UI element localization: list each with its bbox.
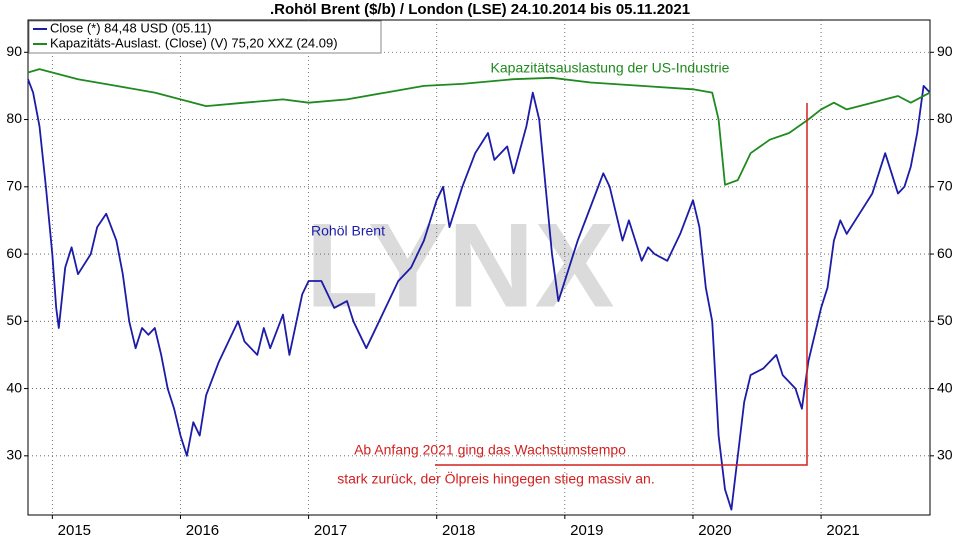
y2-tick-label: 40 bbox=[937, 379, 953, 395]
x-tick-label: 2016 bbox=[186, 522, 219, 539]
x-tick-label: 2021 bbox=[826, 522, 859, 539]
watermark: LYNX bbox=[305, 199, 614, 333]
annotation: Rohöl Brent bbox=[311, 223, 385, 239]
y2-tick-label: 60 bbox=[937, 245, 953, 261]
y-tick-label: 70 bbox=[6, 177, 22, 193]
annotation: Ab Anfang 2021 ging das Wachstumstempo bbox=[354, 442, 626, 458]
series-line bbox=[27, 78, 931, 511]
x-tick-label: 2015 bbox=[58, 522, 91, 539]
x-tick-label: 2017 bbox=[314, 522, 347, 539]
x-tick-label: 2019 bbox=[570, 522, 603, 539]
legend: Close (*) 84,48 USD (05.11) Kapazitäts-A… bbox=[28, 20, 382, 54]
annotation-arrow bbox=[435, 103, 808, 466]
legend-label: Kapazitäts-Auslast. (Close) (V) 75,20 XX… bbox=[50, 35, 338, 50]
x-tick-label: 2018 bbox=[442, 522, 475, 539]
legend-label: Close (*) 84,48 USD (05.11) bbox=[50, 20, 212, 35]
chart-title: .Rohöl Brent ($/b) / London (LSE) 24.10.… bbox=[270, 1, 690, 18]
y-tick-label: 30 bbox=[6, 447, 22, 463]
lines bbox=[27, 68, 931, 511]
y-tick-label: 90 bbox=[6, 43, 22, 59]
y2-tick-label: 90 bbox=[937, 43, 953, 59]
annotation: stark zurück, der Ölpreis hingegen stieg… bbox=[337, 470, 654, 487]
plot-frame bbox=[27, 19, 931, 516]
series-line bbox=[27, 68, 931, 186]
legend-box bbox=[28, 20, 382, 54]
y-tick-label: 80 bbox=[6, 110, 22, 126]
annotation: Kapazitätsauslastung der US-Industrie bbox=[491, 60, 730, 76]
y2-tick-label: 30 bbox=[937, 447, 953, 463]
y-tick-label: 40 bbox=[6, 379, 22, 395]
y2-tick-label: 80 bbox=[937, 110, 953, 126]
x-tick-label: 2020 bbox=[698, 522, 731, 539]
y-tick-label: 50 bbox=[6, 312, 22, 328]
y2-tick-label: 50 bbox=[937, 312, 953, 328]
y-tick-label: 60 bbox=[6, 245, 22, 261]
y2-tick-label: 70 bbox=[937, 177, 953, 193]
